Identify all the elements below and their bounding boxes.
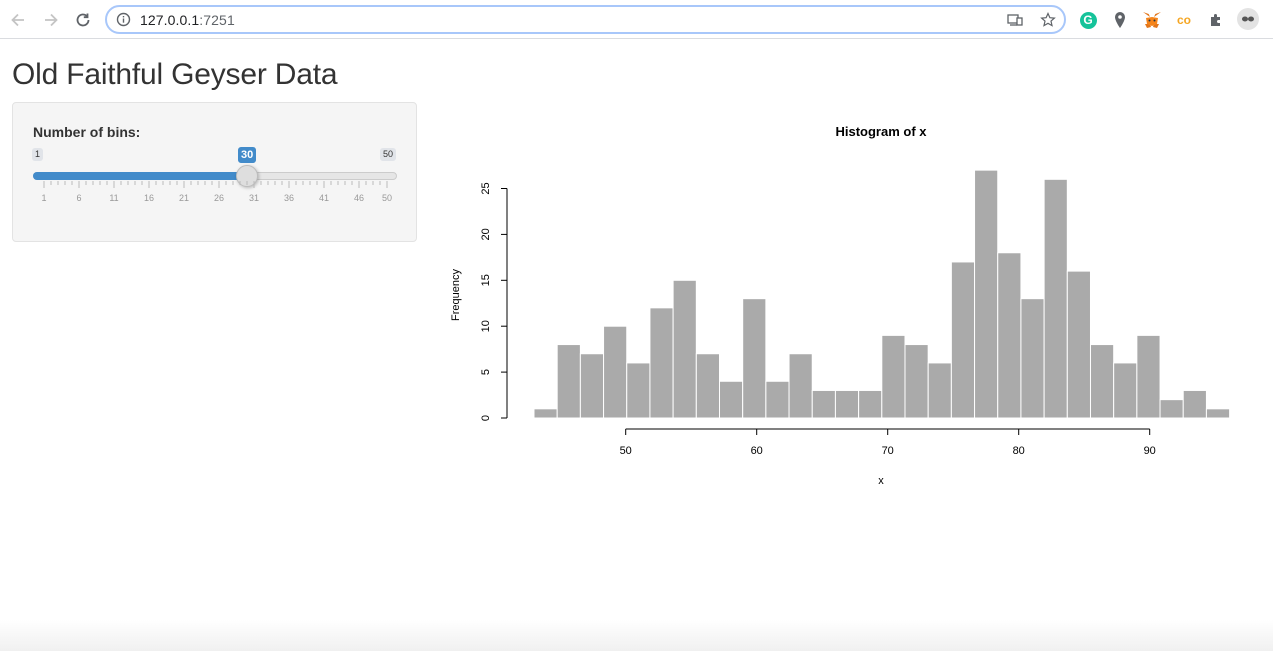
- slider-tick-label: 11: [109, 193, 119, 203]
- histogram-plot: Histogram of x x Frequency 50 60 70 80 90 0 5…: [450, 124, 1231, 487]
- info-icon[interactable]: [116, 12, 131, 32]
- histogram-bar: [603, 325, 628, 419]
- slider-bar: [33, 172, 247, 180]
- histogram-bar: [834, 389, 860, 419]
- slider-tick-label: 1: [41, 193, 47, 203]
- slider-tick-label: 31: [248, 193, 260, 203]
- co-icon[interactable]: co: [1174, 10, 1194, 30]
- y-tick-label: 0: [480, 415, 492, 421]
- forward-icon[interactable]: [39, 8, 63, 32]
- histogram-bar: [1066, 270, 1091, 419]
- histogram-bar: [974, 169, 999, 419]
- histogram-bar: [556, 344, 581, 419]
- profile-avatar-icon[interactable]: [1237, 8, 1259, 30]
- histogram-bar: [1136, 334, 1161, 419]
- histogram-bars: [533, 169, 1231, 419]
- x-tick-label: 70: [882, 445, 894, 457]
- y-tick-label: 25: [480, 182, 492, 194]
- extensions-icon[interactable]: [1206, 10, 1226, 30]
- histogram-bar: [881, 334, 906, 419]
- histogram-bar: [997, 252, 1022, 419]
- slider-tick-label: 16: [143, 193, 155, 203]
- sidebar-panel: Number of bins: 1 50 30 1 6 11 16 21 26 31 36 41…: [12, 102, 417, 242]
- url-text: 127.0.0.1:7251: [140, 12, 235, 28]
- page-bottom-shade: [0, 620, 1273, 651]
- histogram-bar: [695, 353, 720, 419]
- reload-icon[interactable]: [71, 8, 95, 32]
- co-label: co: [1176, 13, 1191, 27]
- y-tick-label: 15: [480, 274, 492, 286]
- back-icon[interactable]: [6, 8, 30, 32]
- slider-value-label: 30: [238, 147, 257, 163]
- chart-y-label: Frequency: [450, 269, 462, 321]
- y-tick-label: 5: [480, 369, 492, 375]
- histogram-bar: [788, 353, 813, 419]
- slider-handle[interactable]: [236, 165, 258, 187]
- metamask-icon[interactable]: [1142, 10, 1162, 30]
- histogram-bar: [1113, 362, 1138, 419]
- histogram-bar: [533, 408, 558, 419]
- slider-min-label: 1: [32, 148, 44, 161]
- cast-icon[interactable]: [1007, 12, 1023, 33]
- histogram-bar: [811, 389, 836, 419]
- slider-max-label: 50: [380, 148, 397, 161]
- x-tick-label: 50: [620, 445, 632, 457]
- chart-title: Histogram of x: [835, 124, 927, 139]
- x-axis: 50 60 70 80 90: [620, 428, 1156, 457]
- url-port: :7251: [199, 12, 235, 28]
- histogram-bar: [904, 344, 929, 419]
- grammarly-badge: G: [1079, 11, 1097, 29]
- grammarly-icon[interactable]: G: [1078, 10, 1098, 30]
- slider-tick-label: 46: [353, 193, 365, 203]
- histogram-bar: [1205, 408, 1231, 419]
- histogram-bar: [1182, 389, 1207, 419]
- histogram-bar: [718, 380, 744, 419]
- histogram-bar: [927, 362, 952, 419]
- url-host: 127.0.0.1: [140, 12, 200, 28]
- bins-slider-label: Number of bins:: [33, 124, 141, 140]
- histogram-bar: [1020, 298, 1045, 419]
- x-tick-label: 90: [1144, 445, 1156, 457]
- histogram-bar: [858, 389, 883, 419]
- browser-toolbar: 127.0.0.1:7251 G co: [0, 0, 1273, 39]
- slider-grid: [43, 181, 388, 188]
- histogram-bar: [1043, 178, 1068, 419]
- slider-tick-label: 41: [318, 193, 330, 203]
- slider-tick-label: 6: [76, 193, 82, 203]
- histogram-bar: [626, 362, 651, 419]
- x-tick-label: 80: [1013, 445, 1025, 457]
- chart-x-label: x: [878, 475, 884, 487]
- histogram-bar: [579, 353, 605, 419]
- x-tick-label: 60: [751, 445, 763, 457]
- histogram-bar: [672, 279, 697, 419]
- histogram-bar: [649, 307, 674, 419]
- y-tick-label: 10: [480, 320, 492, 332]
- histogram-bar: [1159, 399, 1184, 419]
- slider-tick-label: 21: [178, 193, 190, 203]
- maps-pin-icon[interactable]: [1110, 10, 1130, 30]
- page-title: Old Faithful Geyser Data: [12, 58, 338, 91]
- bookmark-star-icon[interactable]: [1040, 12, 1056, 33]
- histogram-bar: [1089, 344, 1115, 419]
- y-tick-label: 20: [480, 228, 492, 240]
- y-axis: 0 5 10 15 20 25: [480, 182, 508, 421]
- slider-tick-label: 26: [213, 193, 225, 203]
- address-bar[interactable]: 127.0.0.1:7251: [105, 5, 1066, 34]
- histogram-bar: [950, 261, 976, 419]
- histogram-bar: [765, 380, 790, 419]
- slider-tick-label: 36: [283, 193, 295, 203]
- histogram-bar: [742, 298, 767, 419]
- slider-tick-label: 50: [381, 193, 393, 203]
